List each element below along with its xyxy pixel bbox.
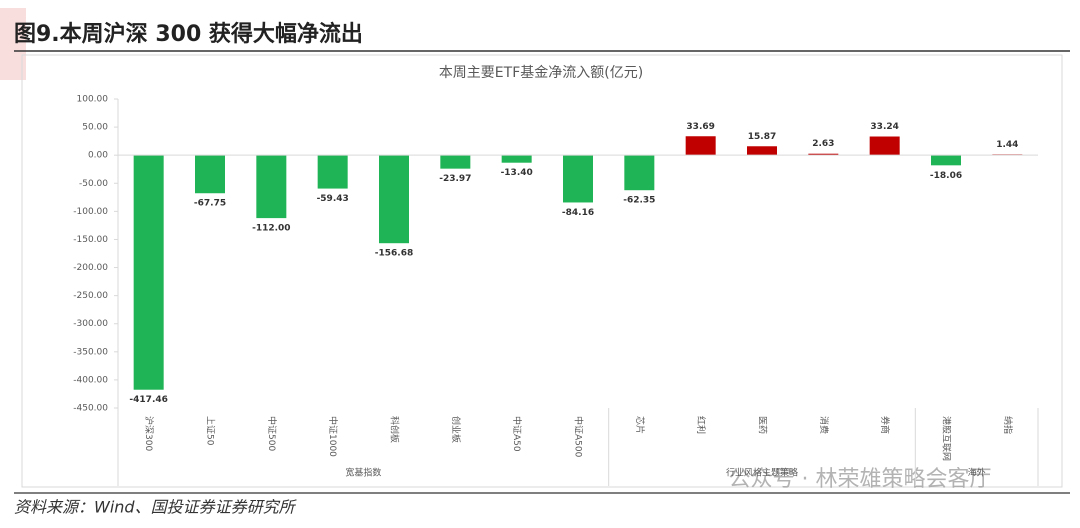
chart-frame bbox=[21, 54, 1063, 488]
data-label: 33.69 bbox=[686, 122, 714, 132]
group-label: 行业风格主题策略 bbox=[726, 467, 798, 479]
x-tick-label: 券商 bbox=[879, 416, 891, 434]
y-tick-label: -250.00 bbox=[73, 291, 108, 301]
x-tick-label: 港股互联网 bbox=[941, 416, 953, 461]
bar bbox=[133, 155, 164, 390]
data-label: -84.16 bbox=[562, 208, 594, 218]
data-label: -18.06 bbox=[930, 171, 962, 181]
data-label: -23.97 bbox=[439, 174, 471, 184]
x-tick-label: 上证50 bbox=[205, 416, 216, 446]
data-label: -62.35 bbox=[623, 196, 655, 206]
bar bbox=[563, 155, 593, 203]
x-tick-label: 中证A50 bbox=[511, 416, 523, 452]
bar bbox=[685, 136, 716, 156]
data-label: -67.75 bbox=[194, 199, 226, 209]
bar bbox=[195, 155, 225, 194]
bar bbox=[317, 155, 348, 189]
data-label: -156.68 bbox=[375, 249, 413, 259]
bar bbox=[869, 136, 900, 156]
y-tick-label: 0.00 bbox=[88, 151, 108, 161]
x-tick-label: 创业板 bbox=[450, 416, 462, 443]
data-label: -112.00 bbox=[252, 224, 290, 234]
group-label: 海外 bbox=[968, 467, 986, 479]
data-label: -13.40 bbox=[501, 168, 533, 178]
y-tick-label: -200.00 bbox=[73, 263, 108, 273]
y-tick-label: -300.00 bbox=[73, 319, 108, 329]
y-tick-label: -400.00 bbox=[73, 375, 108, 385]
x-tick-label: 中证500 bbox=[266, 416, 278, 451]
x-tick-label: 科创板 bbox=[389, 416, 401, 443]
x-tick-label: 医药 bbox=[757, 416, 768, 434]
y-tick-label: 50.00 bbox=[82, 123, 108, 133]
y-tick-label: -50.00 bbox=[79, 179, 108, 189]
bar bbox=[931, 155, 961, 166]
x-tick-label: 芯片 bbox=[634, 416, 646, 434]
y-tick-label: -350.00 bbox=[73, 347, 108, 357]
data-label: 15.87 bbox=[748, 132, 776, 142]
y-tick-label: 100.00 bbox=[77, 95, 109, 105]
bar bbox=[624, 155, 655, 191]
bar bbox=[379, 155, 409, 244]
bar bbox=[256, 155, 287, 219]
data-label: -59.43 bbox=[317, 194, 349, 204]
x-tick-label: 红利 bbox=[695, 416, 707, 434]
chart-title: 本周主要ETF基金净流入额(亿元) bbox=[439, 64, 643, 81]
bar bbox=[808, 153, 839, 156]
y-tick-label: -150.00 bbox=[73, 235, 108, 245]
x-tick-label: 纳指 bbox=[1002, 416, 1014, 434]
data-label: 33.24 bbox=[870, 122, 898, 132]
x-tick-label: 中证1000 bbox=[327, 416, 339, 457]
page-title: 图9.本周沪深 300 获得大幅净流出 bbox=[14, 21, 363, 47]
bar bbox=[501, 155, 532, 163]
data-label: 2.63 bbox=[812, 139, 834, 149]
data-label: -417.46 bbox=[129, 395, 167, 405]
bar bbox=[747, 146, 777, 156]
x-tick-label: 沪深300 bbox=[143, 416, 155, 451]
y-tick-label: -100.00 bbox=[73, 207, 108, 217]
x-tick-label: 中证A500 bbox=[573, 416, 585, 458]
group-label: 宽基指数 bbox=[345, 467, 381, 479]
bar bbox=[440, 155, 471, 169]
y-tick-label: -450.00 bbox=[73, 404, 108, 414]
watermark: 公众号 · 林荣雄策略会客厅 bbox=[729, 467, 992, 492]
x-tick-label: 消费 bbox=[818, 416, 830, 434]
data-label: 1.44 bbox=[996, 140, 1018, 150]
source-note: 资料来源：Wind、国投证券证券研究所 bbox=[14, 498, 298, 517]
